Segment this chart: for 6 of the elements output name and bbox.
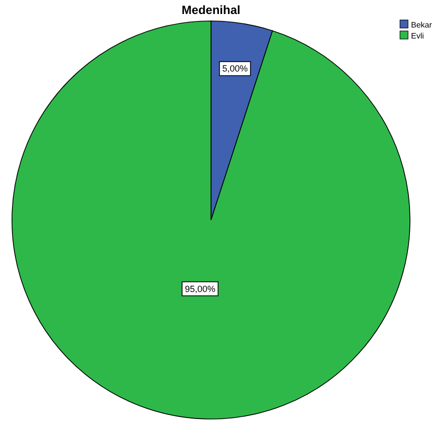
legend-label: Evli: [411, 32, 424, 40]
pie-slice: [12, 20, 410, 420]
chart-title: Medenihal: [182, 3, 240, 17]
data-label: 95,00%: [184, 284, 216, 294]
legend-label: Bekar: [411, 20, 432, 30]
data-label: 5,00%: [222, 64, 248, 74]
